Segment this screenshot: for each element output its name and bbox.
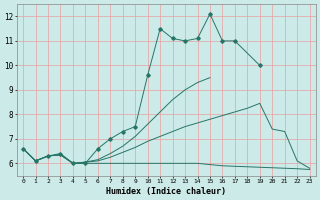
- X-axis label: Humidex (Indice chaleur): Humidex (Indice chaleur): [106, 187, 226, 196]
